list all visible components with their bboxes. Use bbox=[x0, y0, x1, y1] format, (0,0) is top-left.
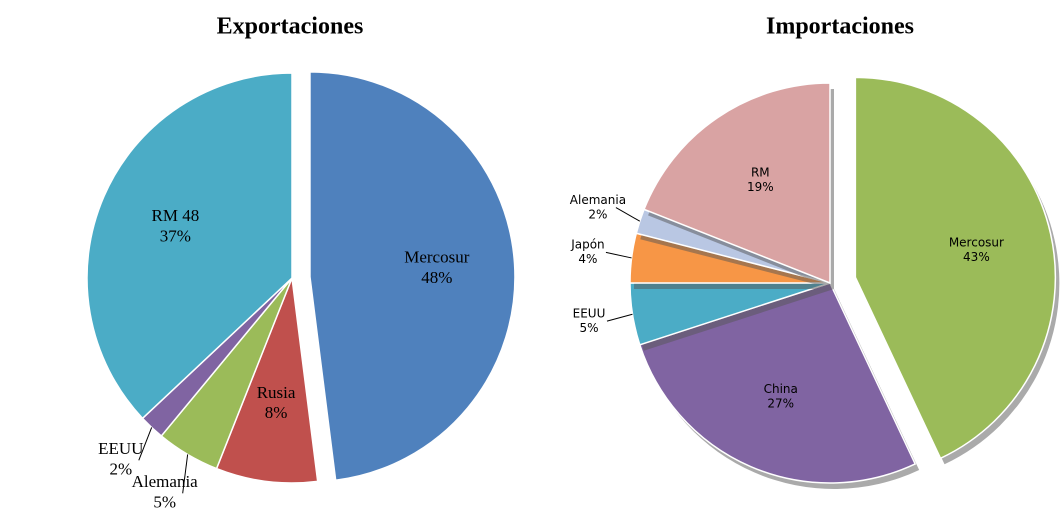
slice-label: Japón bbox=[570, 238, 604, 252]
slice-value-label: 5% bbox=[579, 321, 598, 335]
pie-slice bbox=[215, 277, 319, 484]
slice-label: Mercosur bbox=[949, 236, 1004, 250]
slice-value-label: 43% bbox=[963, 250, 990, 264]
leader-line bbox=[605, 251, 632, 259]
slice-label: Mercosur bbox=[404, 248, 469, 267]
slice-label: EEUU bbox=[98, 439, 143, 458]
slice-value-label: 5% bbox=[153, 492, 176, 511]
leader-line bbox=[138, 427, 153, 461]
slice-label: Alemania bbox=[132, 472, 199, 491]
leader-line bbox=[182, 454, 189, 494]
pie-slice bbox=[309, 71, 516, 482]
slice-label: EEUU bbox=[573, 306, 606, 320]
slice-label: RM bbox=[751, 166, 770, 180]
pie-slice bbox=[86, 72, 293, 420]
slice-value-label: 4% bbox=[578, 252, 597, 266]
slice-value-label: 48% bbox=[421, 268, 452, 287]
slice-value-label: 8% bbox=[265, 403, 288, 422]
leader-line bbox=[606, 313, 633, 322]
pie-slice bbox=[854, 76, 1057, 460]
leader-line bbox=[615, 207, 641, 222]
pie-slice bbox=[643, 82, 831, 285]
slice-value-label: 2% bbox=[109, 459, 132, 478]
slice-label: China bbox=[764, 382, 798, 396]
slice-value-label: 27% bbox=[767, 397, 794, 411]
slice-label: Alemania bbox=[570, 193, 626, 207]
pie-slice bbox=[638, 282, 917, 484]
slice-label: Rusia bbox=[257, 383, 296, 402]
slice-value-label: 2% bbox=[588, 207, 607, 221]
chart-title: Importaciones bbox=[766, 14, 914, 40]
slice-label: RM 48 bbox=[151, 206, 199, 225]
chart-title: Exportaciones bbox=[217, 14, 364, 40]
slice-value-label: 19% bbox=[747, 180, 774, 194]
slice-value-label: 37% bbox=[160, 227, 191, 246]
